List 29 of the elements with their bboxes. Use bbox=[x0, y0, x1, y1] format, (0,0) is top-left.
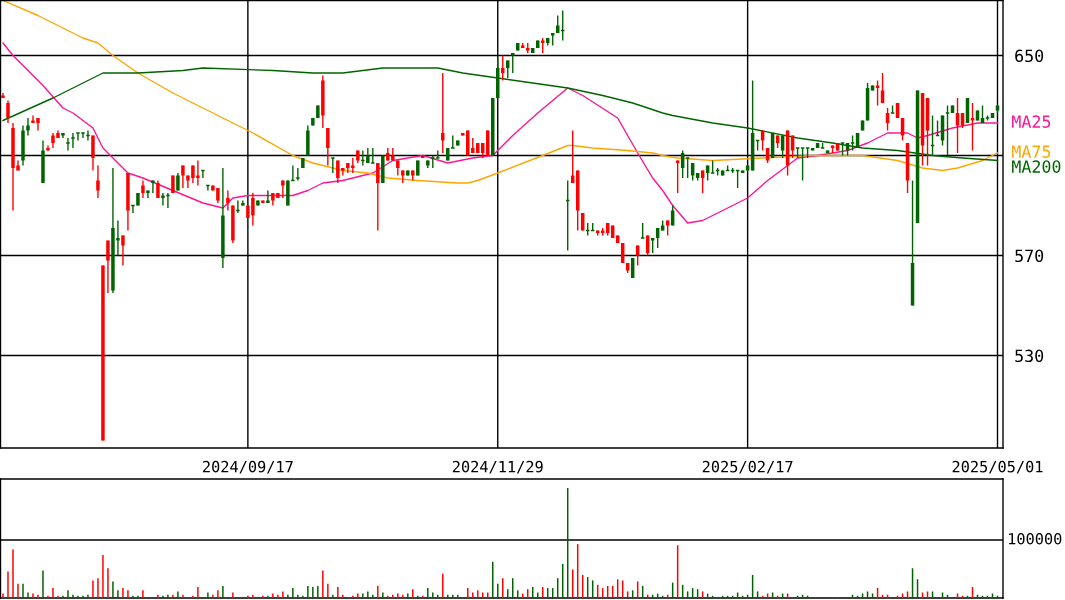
text: 100000 bbox=[1009, 532, 1062, 545]
candlestick bbox=[780, 134, 785, 159]
candlestick bbox=[376, 162, 380, 232]
y-tick-label: 530 bbox=[1015, 349, 1044, 363]
candlestick bbox=[226, 189, 230, 212]
line-series bbox=[2, 0, 999, 184]
candlestick bbox=[26, 117, 30, 137]
candlestick bbox=[790, 134, 795, 159]
candlestick bbox=[970, 102, 975, 152]
candlestick bbox=[635, 244, 640, 267]
line-series bbox=[2, 42, 999, 224]
candlestick bbox=[96, 164, 100, 199]
candlestick bbox=[6, 99, 10, 124]
series-label: MA25 bbox=[1012, 115, 1051, 128]
candlestick bbox=[106, 239, 110, 294]
candlestick bbox=[91, 134, 95, 172]
series-label: MA75 bbox=[1012, 145, 1051, 158]
y-tick-label: 570 bbox=[1015, 249, 1044, 263]
candlestick bbox=[281, 179, 285, 199]
candlestick bbox=[675, 159, 680, 194]
candlestick bbox=[121, 234, 125, 267]
candlestick bbox=[441, 72, 445, 154]
y-tick-label: 650 bbox=[1015, 49, 1044, 63]
candlestick bbox=[326, 127, 330, 167]
x-tick-label: 2025/05/01 bbox=[952, 460, 1043, 474]
series-label: MA200 bbox=[1012, 160, 1061, 173]
x-tick-label: 2024/09/17 bbox=[203, 460, 293, 474]
x-tick-label: 2024/11/29 bbox=[452, 460, 543, 474]
x-tick-label: 2025/02/17 bbox=[702, 460, 793, 474]
